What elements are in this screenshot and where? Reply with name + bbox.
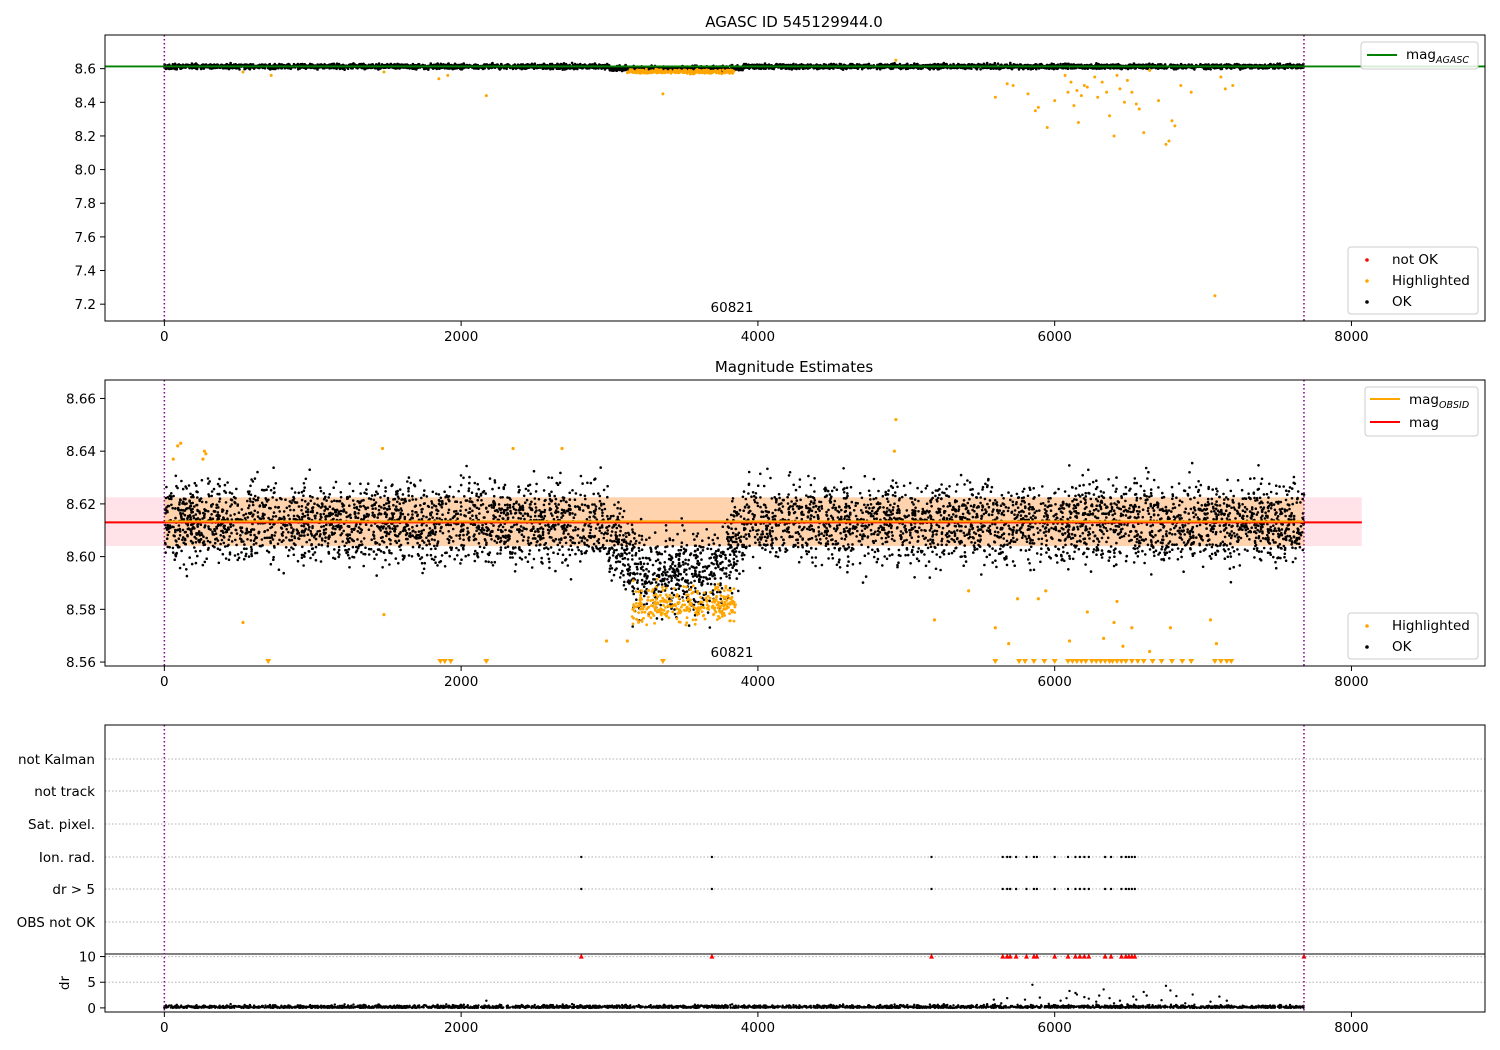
ok-point <box>570 61 574 65</box>
ok-point <box>735 68 738 71</box>
ok-point <box>337 62 341 66</box>
ok-point <box>380 63 384 66</box>
ok-point <box>1009 63 1012 66</box>
ok-point <box>323 67 326 70</box>
panel-agasc-title: AGASC ID 545129944.0 <box>705 13 883 31</box>
ok-point <box>875 67 879 71</box>
panel-agasc-plot: 0 2000 4000 6000 80007.27.47.67.88.08.28.48.… <box>75 34 1486 345</box>
ok-point <box>505 67 508 71</box>
ok-point <box>268 63 271 66</box>
ok-point <box>594 67 597 70</box>
ok-point <box>1111 63 1115 66</box>
ok-point <box>351 62 355 66</box>
ok-point <box>446 62 450 66</box>
ok-point <box>238 68 241 71</box>
ok-point <box>190 62 194 65</box>
ok-point <box>581 67 584 70</box>
ok-point <box>985 61 989 65</box>
ok-point <box>541 67 544 70</box>
ok-point <box>1172 68 1176 71</box>
ok-point <box>193 63 197 66</box>
ok-point <box>573 62 577 66</box>
ok-point <box>1112 67 1116 70</box>
ok-point <box>500 62 503 66</box>
ok-point <box>916 62 919 66</box>
ok-point <box>738 67 741 71</box>
ok-point <box>1127 67 1130 70</box>
ok-point <box>296 67 300 71</box>
ok-point <box>840 63 843 66</box>
ok-point <box>190 67 194 70</box>
ok-point <box>415 68 418 71</box>
ok-point <box>937 67 941 71</box>
ok-point <box>316 68 319 71</box>
ok-point <box>755 63 759 66</box>
ok-point <box>1179 62 1183 66</box>
ok-point <box>1059 62 1062 66</box>
panel-agasc: AGASC ID 545129944.0 0 2000 4000 6000 80007.… <box>75 13 1486 345</box>
ok-point <box>612 67 616 70</box>
ok-point <box>964 67 967 71</box>
ok-point <box>1050 62 1053 65</box>
ok-point <box>1056 67 1059 71</box>
ok-point <box>328 67 331 70</box>
ok-point <box>744 62 748 66</box>
ok-point <box>1160 63 1163 66</box>
ok-point <box>979 68 982 71</box>
